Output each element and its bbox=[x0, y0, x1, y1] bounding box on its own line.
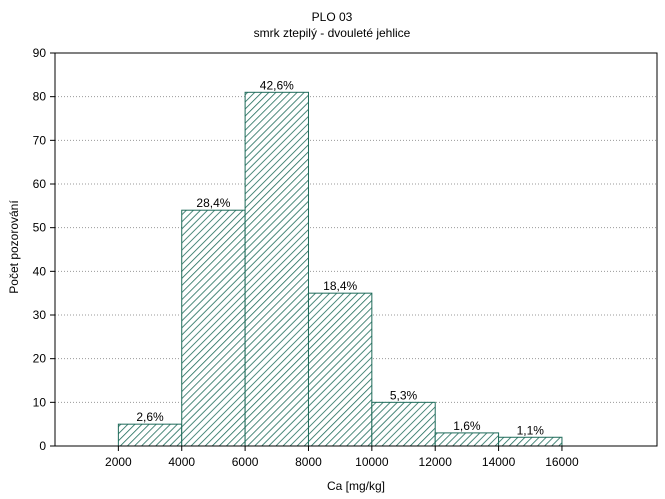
bar bbox=[371, 401, 436, 447]
y-axis-label: Počet pozorování bbox=[7, 200, 21, 294]
bar-percent-label: 42,6% bbox=[260, 78, 294, 92]
bar bbox=[307, 292, 373, 447]
bars bbox=[117, 91, 563, 447]
y-tick-label: 30 bbox=[33, 308, 47, 322]
y-tick-label: 60 bbox=[33, 177, 47, 191]
x-axis-label: Ca [mg/kg] bbox=[327, 479, 385, 493]
y-tick-label: 10 bbox=[33, 395, 47, 409]
x-tick-label: 4000 bbox=[168, 455, 195, 469]
chart-subtitle: smrk ztepilý - dvouleté jehlice bbox=[254, 26, 411, 40]
bar bbox=[434, 432, 500, 447]
bar bbox=[181, 209, 246, 447]
y-tick-label: 20 bbox=[33, 352, 47, 366]
y-tick-label: 40 bbox=[33, 264, 47, 278]
x-tick-label: 10000 bbox=[355, 455, 389, 469]
y-tick-label: 50 bbox=[33, 221, 47, 235]
bar bbox=[117, 423, 183, 447]
bar bbox=[244, 91, 309, 447]
x-tick-label: 12000 bbox=[419, 455, 453, 469]
bar-percent-label: 5,3% bbox=[390, 388, 418, 402]
y-tick-label: 70 bbox=[33, 133, 47, 147]
y-tick-label: 0 bbox=[39, 439, 46, 453]
bar-percent-label: 28,4% bbox=[196, 196, 230, 210]
bar-percent-label: 2,6% bbox=[136, 410, 164, 424]
bar-percent-label: 1,6% bbox=[453, 419, 481, 433]
x-tick-label: 16000 bbox=[545, 455, 579, 469]
x-tick-label: 6000 bbox=[232, 455, 259, 469]
data-labels: 2,6% 28,4% 42,6% 18,4% 5,3% 1,6% 1,1% bbox=[136, 78, 544, 437]
bar-percent-label: 18,4% bbox=[323, 279, 357, 293]
axes: 0 10 20 30 40 50 60 70 80 90 2000 4000 6000 8000 10000… bbox=[33, 46, 658, 469]
bar bbox=[498, 436, 563, 447]
y-tick-label: 90 bbox=[33, 46, 47, 60]
y-tick-label: 80 bbox=[33, 90, 47, 104]
chart-title: PLO 03 bbox=[312, 10, 353, 24]
bar-percent-label: 1,1% bbox=[517, 423, 545, 437]
x-tick-label: 14000 bbox=[482, 455, 516, 469]
x-tick-label: 8000 bbox=[295, 455, 322, 469]
x-tick-label: 2000 bbox=[105, 455, 132, 469]
plot-frame bbox=[54, 52, 658, 447]
